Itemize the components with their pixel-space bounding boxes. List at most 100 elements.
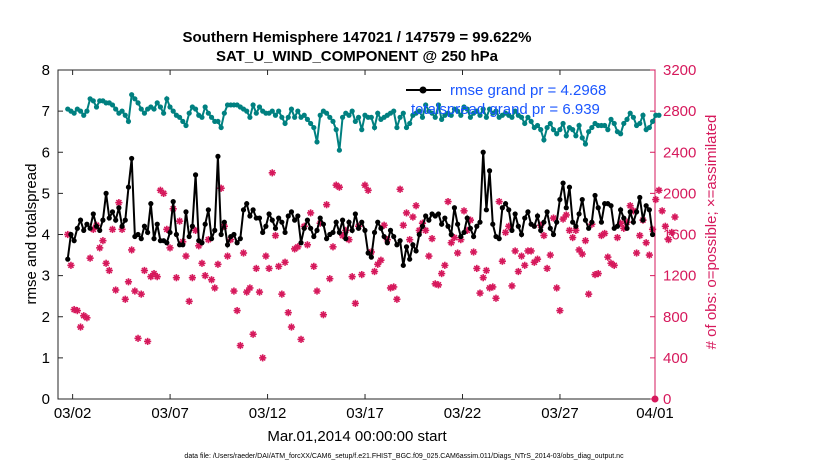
rmse-point: [387, 227, 394, 233]
totalspread-point: [403, 124, 410, 131]
obs-point: [434, 281, 443, 289]
obs-point: [201, 272, 209, 280]
totalspread-point: [333, 127, 339, 133]
y-left-tick-label: 6: [42, 144, 50, 161]
totalspread-point: [132, 96, 138, 102]
rmse-point: [614, 223, 621, 229]
totalspread-point: [256, 104, 263, 110]
totalspread-point: [151, 106, 157, 112]
rmse-point: [621, 215, 627, 221]
obs-point: [326, 275, 334, 283]
rmse-point: [439, 221, 445, 227]
totalspread-point: [208, 114, 215, 120]
obs-point: [112, 286, 120, 294]
obs-point: [482, 266, 490, 275]
rmse-point: [630, 219, 636, 225]
obs-point: [569, 233, 577, 242]
rmse-point: [77, 217, 84, 223]
obs-point: [294, 243, 302, 251]
totalspread-point: [618, 131, 624, 137]
totalspread-point: [164, 96, 170, 102]
obs-point: [144, 337, 152, 346]
obs-point: [406, 236, 414, 244]
rmse-point: [269, 217, 275, 223]
totalspread-point: [464, 106, 470, 112]
rmse-point: [394, 242, 400, 248]
obs-point: [358, 270, 366, 279]
y-right-tick-label: 2400: [663, 144, 696, 161]
obs-point: [645, 251, 653, 259]
rmse-point: [173, 231, 180, 238]
obs-point: [498, 257, 506, 265]
obs-point: [636, 231, 644, 240]
obs-point: [252, 264, 260, 273]
totalspread-point: [324, 110, 330, 116]
rmse-point: [563, 205, 569, 211]
totalspread-point: [276, 108, 282, 114]
obs-point: [671, 213, 679, 221]
x-axis: 03/02 03/07 03/12 03/17 03/22 03/27 04/01: [54, 70, 674, 422]
obs-point: [73, 306, 81, 315]
rmse-point: [333, 219, 339, 225]
rmse-point: [435, 211, 442, 217]
totalspread-point: [71, 110, 77, 116]
obs-point: [243, 288, 251, 296]
obs-point: [517, 252, 526, 260]
totalspread-point: [170, 108, 176, 114]
totalspread-point: [141, 110, 148, 116]
totalspread-point: [586, 129, 592, 135]
rmse-point: [458, 233, 464, 240]
rmse-point: [129, 155, 135, 162]
rmse-point: [192, 172, 199, 178]
rmse-point: [391, 233, 397, 240]
obs-point: [134, 334, 142, 342]
totalspread-point: [550, 127, 557, 133]
totalspread-point: [455, 108, 461, 114]
rmse-point: [352, 211, 358, 217]
rmse-point: [122, 217, 128, 223]
rmse-point: [483, 207, 489, 213]
rmse-point: [531, 223, 537, 229]
rmse-point: [237, 236, 243, 242]
obs-point: [489, 283, 497, 291]
rmse-point: [106, 215, 112, 221]
totalspread-point: [554, 131, 560, 137]
obs-point: [223, 252, 232, 260]
obs-point: [239, 249, 248, 257]
obs-point: [479, 274, 487, 282]
rmse-point: [103, 190, 109, 196]
obs-point: [140, 266, 149, 275]
obs-point: [511, 247, 519, 255]
totalspread-point: [602, 122, 608, 129]
rmse-point: [256, 215, 263, 221]
rmse-point: [512, 211, 518, 217]
obs-point: [259, 354, 267, 362]
rmse-point: [448, 231, 454, 238]
totalspread-point: [493, 108, 499, 114]
totalspread-point: [314, 139, 320, 145]
rmse-point: [643, 203, 649, 209]
totalspread-point: [416, 108, 422, 114]
y-left-tick-label: 4: [42, 227, 50, 244]
rmse-point: [208, 236, 215, 242]
rmse-point: [113, 217, 119, 223]
obs-point: [313, 287, 321, 295]
rmse-point: [499, 205, 505, 211]
obs-point: [428, 235, 436, 243]
obs-point: [128, 246, 136, 254]
totalspread-point: [180, 118, 186, 125]
totalspread-point: [375, 110, 381, 116]
rmse-point: [244, 201, 250, 207]
rmse-point: [362, 227, 368, 233]
obs-zero-marker: [651, 395, 659, 403]
x-axis-label: Mar.01,2014 00:00:00 start: [267, 428, 447, 445]
legend: rmse grand pr = 4.2968 totalspread grand…: [406, 82, 606, 118]
obs-point: [131, 287, 139, 295]
totalspread-point: [608, 116, 614, 122]
totalspread-point: [218, 124, 224, 131]
obs-point: [105, 266, 113, 275]
totalspread-point: [528, 118, 534, 125]
obs-point: [271, 231, 280, 240]
rmse-point: [81, 227, 87, 233]
rmse-point: [381, 233, 387, 240]
